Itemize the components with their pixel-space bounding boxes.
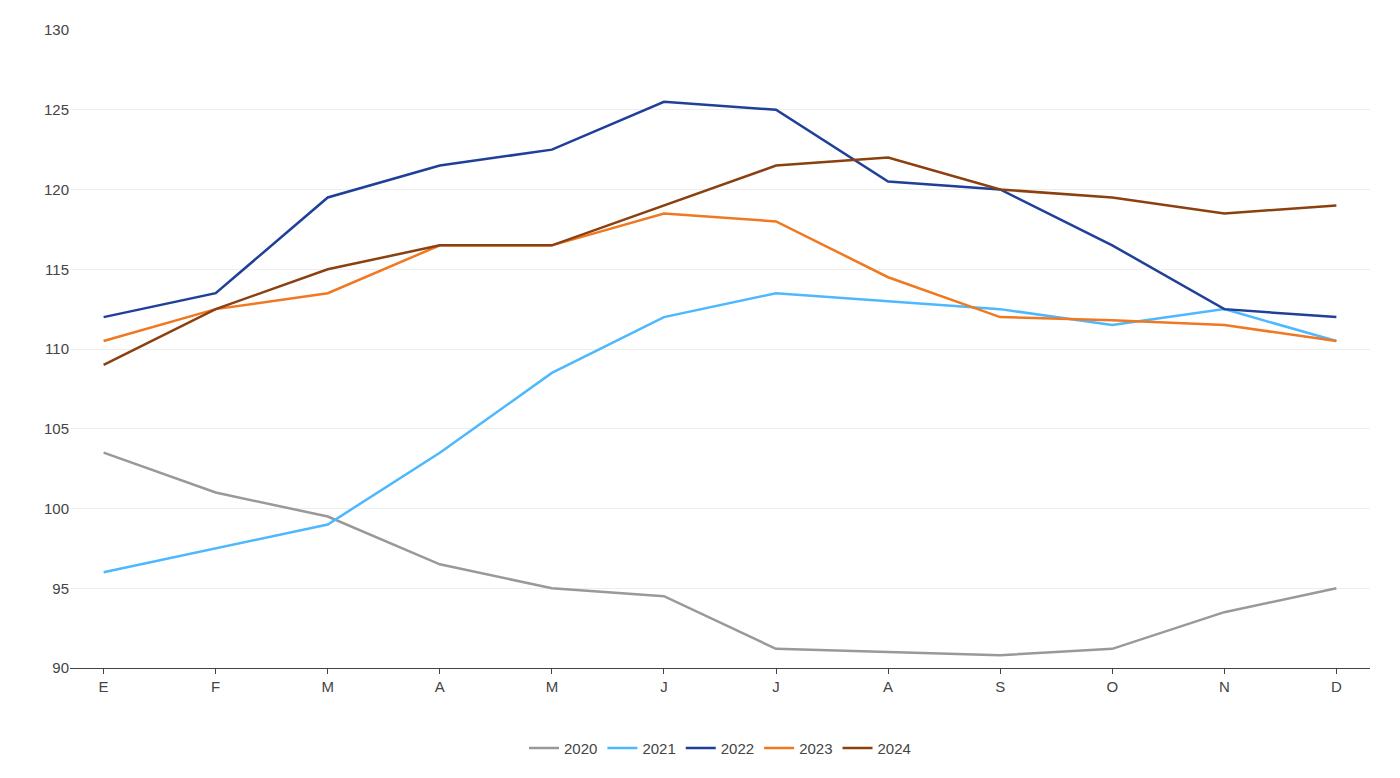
svg-text:90: 90 [52,659,69,676]
svg-text:F: F [211,678,220,695]
svg-text:M: M [546,678,559,695]
svg-text:J: J [660,678,668,695]
svg-text:105: 105 [44,420,69,437]
svg-text:95: 95 [52,580,69,597]
svg-text:2020: 2020 [564,740,597,757]
svg-text:100: 100 [44,500,69,517]
svg-text:2021: 2021 [642,740,675,757]
svg-text:2022: 2022 [721,740,754,757]
svg-text:115: 115 [45,261,69,278]
svg-text:D: D [1331,678,1342,695]
svg-text:2023: 2023 [799,740,832,757]
svg-text:2024: 2024 [878,740,911,757]
svg-text:M: M [322,678,335,695]
svg-text:A: A [883,678,893,695]
svg-text:E: E [99,678,109,695]
svg-text:110: 110 [45,340,69,357]
svg-text:130: 130 [44,21,69,38]
svg-text:120: 120 [44,181,69,198]
svg-text:S: S [995,678,1005,695]
svg-text:O: O [1106,678,1118,695]
svg-text:N: N [1219,678,1230,695]
svg-text:125: 125 [44,101,69,118]
svg-text:J: J [772,678,780,695]
svg-text:A: A [435,678,445,695]
